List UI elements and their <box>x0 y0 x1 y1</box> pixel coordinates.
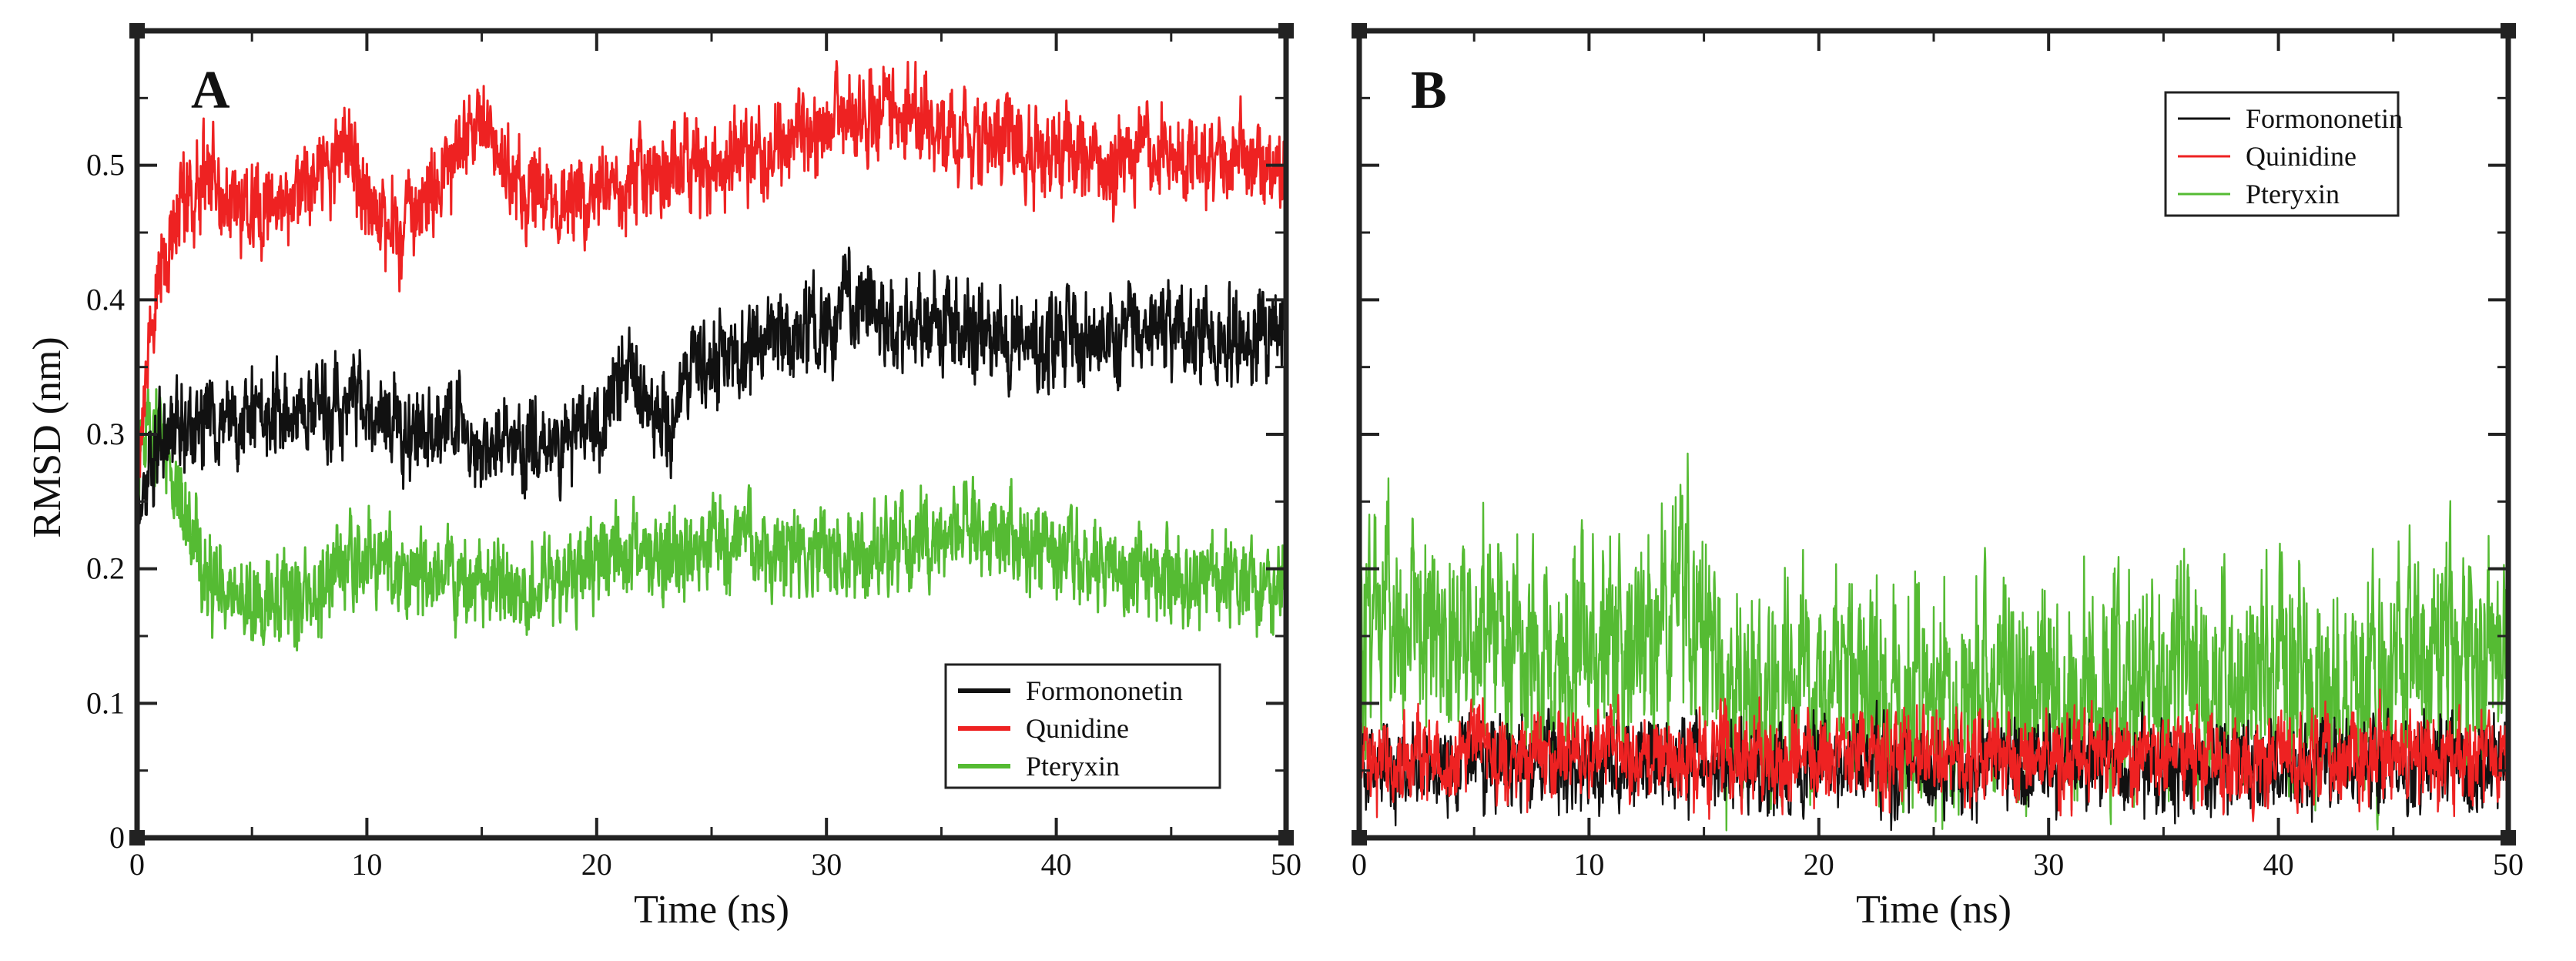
series-layer <box>1358 452 2510 832</box>
panel-label: A <box>191 61 230 120</box>
series-line-quinidine <box>136 60 1288 479</box>
panel-b: 0 10 20 30 40 50 Time (ns) B Formononetin Quinidi… <box>1352 23 2524 932</box>
y-tick-label: 0.4 <box>86 282 125 316</box>
legend-label: Formononetin <box>2246 103 2403 134</box>
legend-label: Pteryxin <box>2246 179 2340 209</box>
x-tick-label: 50 <box>1271 847 1301 882</box>
x-tick-label: 30 <box>811 847 842 882</box>
x-tick-label: 10 <box>1573 847 1604 882</box>
series-line-pteryxin <box>1358 452 2510 832</box>
x-axis-title: Time (ns) <box>634 888 789 932</box>
x-tick-label: 10 <box>351 847 382 882</box>
y-tick-label: 0 <box>109 820 125 855</box>
panel-a: 0 10 20 30 40 50 0 0.1 0.2 0.3 0.4 0.5 Time (ns) A For… <box>86 23 1301 932</box>
y-tick-label: 0.1 <box>86 685 125 720</box>
legend: Formononetin Quinidine Pteryxin <box>2164 91 2403 217</box>
legend-label: Qunidine <box>1026 713 1129 744</box>
y-tick-label: 0.3 <box>86 417 125 451</box>
x-tick-label: 40 <box>1041 847 1072 882</box>
y-tick-label: 0.2 <box>86 551 125 586</box>
series-line-quinidine <box>1358 688 2510 822</box>
legend-label: Quinidine <box>2246 141 2357 172</box>
x-tick-label: 0 <box>1352 847 1367 882</box>
x-axis-title: Time (ns) <box>1856 888 2012 932</box>
series-line-formononetin <box>136 246 1288 531</box>
legend-label: Formononetin <box>1026 675 1183 706</box>
x-tick-label: 0 <box>129 847 145 882</box>
series-layer <box>136 60 1288 651</box>
x-tick-label: 50 <box>2493 847 2524 882</box>
x-tick-label: 20 <box>581 847 612 882</box>
x-tick-label: 40 <box>2263 847 2294 882</box>
legend: Formononetin Qunidine Pteryxin <box>944 663 1221 789</box>
x-tick-label: 20 <box>1804 847 1834 882</box>
series-line-pteryxin <box>136 388 1288 651</box>
x-tick-label: 30 <box>2033 847 2064 882</box>
legend-label: Pteryxin <box>1026 751 1120 782</box>
y-tick-label: 0.5 <box>86 148 125 182</box>
panel-label: B <box>1411 61 1447 120</box>
y-axis-title: RMSD (nm) <box>25 337 69 537</box>
